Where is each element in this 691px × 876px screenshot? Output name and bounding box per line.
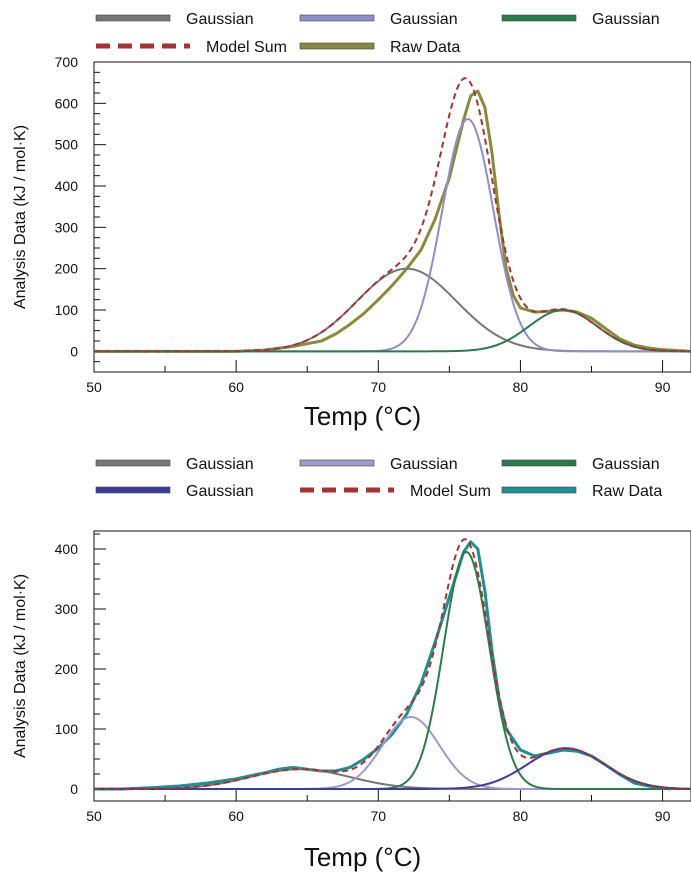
legend-swatch [501,459,577,467]
x-tick-label: 50 [86,379,102,395]
x-axis-label: Temp (°C) [304,842,421,872]
y-tick-label: 300 [55,219,79,235]
legend-entry-3: Gaussian [501,456,660,473]
y-tick-label: 300 [55,601,79,617]
legend-swatch [501,14,577,22]
x-axis-label: Temp (°C) [304,401,421,431]
chart-panel-2: 50 60 70 80 90 0 100 200 300 400 Temp (°C) Analysis… [12,456,691,872]
legend-entry-3: Gaussian [501,11,660,28]
series-line-4 [94,77,691,353]
legend-swatch [95,14,171,22]
legend-entry-5: Model Sum [300,483,491,500]
legend-label: Model Sum [206,39,287,56]
legend-entry-1: Gaussian [95,456,254,473]
series-line-2 [94,716,691,790]
x-tick-label: 90 [655,379,671,395]
y-tick-label: 0 [70,781,78,797]
y-axis-label: Analysis Data (kJ / mol·K) [12,574,29,758]
series-line-5 [94,538,691,790]
legend-entry-4: Model Sum [96,39,287,56]
legend-label: Model Sum [410,483,491,500]
legend-entry-1: Gaussian [95,11,254,28]
legend-label: Gaussian [390,11,458,28]
legend-label: Gaussian [186,11,254,28]
x-tick-label: 60 [228,379,244,395]
legend-entry-5: Raw Data [299,39,460,56]
legend-swatch [299,459,375,467]
y-tick-label: 200 [55,661,79,677]
legend-entry-2: Gaussian [299,456,458,473]
legend-swatch [95,459,171,467]
y-tick-label: 500 [55,137,79,153]
y-tick-label: 200 [55,261,79,277]
y-axis-label: Analysis Data (kJ / mol·K) [12,125,29,309]
plot-frame [93,530,691,802]
y-tick-label: 700 [55,54,79,70]
legend-label: Raw Data [390,39,460,56]
series-line-3 [94,551,691,790]
series-line-2 [94,118,691,353]
legend-label: Gaussian [592,456,660,473]
legend-label: Gaussian [186,456,254,473]
x-tick-label: 50 [86,808,102,824]
y-tick-label: 100 [55,302,79,318]
series-line-5 [94,89,691,353]
y-tick-label: 400 [55,541,79,557]
y-tick-label: 600 [55,95,79,111]
legend-label: Raw Data [592,483,662,500]
series-line-4 [94,747,691,790]
legend-entry-4: Gaussian [95,483,254,500]
series-line-1 [94,267,691,353]
x-tick-label: 80 [513,379,529,395]
x-tick-label: 90 [655,808,671,824]
legend-label: Gaussian [592,11,660,28]
legend-entry-2: Gaussian [299,11,458,28]
series-line-3 [94,309,691,353]
legend-swatch [501,486,577,494]
y-tick-label: 100 [55,721,79,737]
legend-swatch [95,486,171,494]
legend-entry-6: Raw Data [501,483,662,500]
chart-panel-1: 50 60 70 80 90 0 100 200 300 400 500 600 700 Temp (°C… [12,11,691,431]
legend-label: Gaussian [390,456,458,473]
x-tick-label: 70 [370,808,386,824]
legend-swatch [299,14,375,22]
x-tick-label: 80 [513,808,529,824]
x-tick-label: 70 [370,379,386,395]
x-tick-label: 60 [228,808,244,824]
legend-swatch [299,42,375,50]
y-tick-label: 400 [55,178,79,194]
y-tick-label: 0 [70,343,78,359]
legend-label: Gaussian [186,483,254,500]
